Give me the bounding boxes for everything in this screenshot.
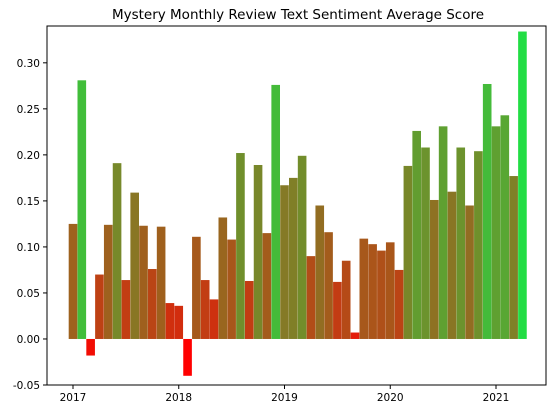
bar	[447, 191, 457, 339]
bar	[183, 338, 192, 376]
x-tick-label: 2017	[60, 392, 87, 404]
bar	[359, 238, 369, 339]
bar	[262, 233, 272, 339]
bar	[192, 236, 201, 339]
bar	[315, 205, 325, 339]
y-tick-label: 0.20	[17, 150, 40, 162]
bar	[121, 280, 131, 339]
bar	[377, 250, 386, 339]
bar	[333, 281, 342, 339]
bar	[341, 260, 351, 339]
bar	[86, 338, 95, 356]
bar	[148, 269, 157, 339]
bar	[112, 163, 122, 339]
bar	[474, 151, 483, 339]
bar	[280, 185, 289, 339]
x-tick-label: 2021	[483, 392, 510, 404]
y-tick-label: 0.30	[17, 58, 40, 70]
y-axis: -0.05 0.00 0.05 0.10 0.15 0.20 0.25 0.30	[13, 58, 47, 392]
bar	[456, 147, 466, 339]
bar	[165, 303, 175, 339]
bar	[430, 199, 439, 339]
bar	[244, 280, 254, 339]
bar	[438, 126, 448, 339]
bar	[139, 225, 148, 339]
bar	[236, 153, 245, 339]
bar	[491, 126, 501, 339]
bar	[368, 244, 377, 339]
x-axis: 2017 2018 2019 2020 2021	[60, 385, 510, 404]
bar	[385, 242, 395, 339]
bar	[218, 217, 228, 339]
x-tick-label: 2019	[271, 392, 298, 404]
bar	[156, 226, 166, 339]
bar	[394, 269, 404, 339]
bar	[500, 115, 510, 339]
bar	[68, 223, 78, 339]
bar	[297, 155, 307, 339]
y-tick-label: 0.05	[17, 288, 40, 300]
bar	[95, 274, 104, 339]
bar	[324, 232, 333, 339]
bar	[403, 165, 413, 339]
y-tick-label: 0.10	[17, 242, 40, 254]
bar	[77, 80, 87, 339]
bar	[174, 305, 184, 339]
bar	[509, 176, 518, 339]
bar	[465, 205, 474, 339]
bar	[518, 31, 527, 339]
bar	[209, 299, 219, 339]
bar	[200, 280, 210, 339]
bar	[271, 84, 280, 339]
bar	[412, 130, 421, 339]
bar	[482, 83, 492, 339]
chart-title: Mystery Monthly Review Text Sentiment Av…	[112, 7, 484, 23]
bar	[227, 239, 236, 339]
y-tick-label: 0.15	[17, 196, 40, 208]
bar	[350, 332, 360, 339]
y-tick-label: -0.05	[13, 380, 40, 392]
bar	[130, 192, 139, 339]
bar	[306, 256, 316, 339]
bars-layer	[68, 31, 527, 376]
x-tick-label: 2018	[165, 392, 192, 404]
plot-frame	[46, 25, 547, 386]
x-tick-label: 2020	[377, 392, 404, 404]
bar	[103, 224, 113, 339]
bar	[289, 177, 298, 339]
y-tick-label: 0.25	[17, 104, 40, 116]
bar	[421, 147, 430, 339]
y-tick-label: 0.00	[17, 334, 40, 346]
bar	[253, 164, 263, 339]
